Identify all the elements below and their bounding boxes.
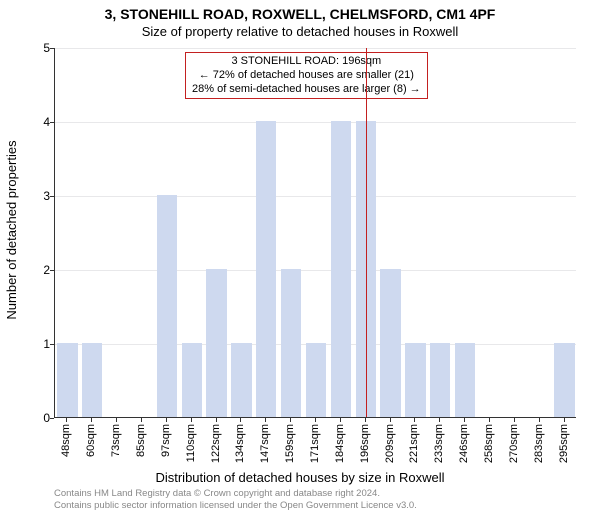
plot-area: 3 STONEHILL ROAD: 196sqm ← 72% of detach…: [54, 48, 576, 418]
y-tick-label: 5: [38, 41, 50, 55]
x-tick-mark: [315, 418, 316, 422]
x-tick-mark: [489, 418, 490, 422]
bar: [455, 343, 475, 417]
bar: [57, 343, 77, 417]
bar: [182, 343, 202, 417]
y-tick-mark: [50, 196, 54, 197]
x-tick-label: 171sqm: [309, 424, 321, 463]
x-tick-mark: [564, 418, 565, 422]
x-tick-label: 196sqm: [359, 424, 371, 463]
x-tick-label: 122sqm: [210, 424, 222, 463]
x-tick-label: 60sqm: [85, 424, 97, 457]
x-tick-mark: [166, 418, 167, 422]
x-tick-mark: [365, 418, 366, 422]
x-tick-mark: [141, 418, 142, 422]
bar: [82, 343, 102, 417]
x-tick-mark: [414, 418, 415, 422]
y-tick-label: 3: [38, 189, 50, 203]
x-tick-label: 147sqm: [259, 424, 271, 463]
gridline: [55, 122, 576, 123]
x-tick-mark: [514, 418, 515, 422]
bar: [306, 343, 326, 417]
x-tick-label: 48sqm: [60, 424, 72, 457]
callout-line-3: 28% of semi-detached houses are larger (…: [192, 83, 421, 97]
bar: [430, 343, 450, 417]
bar: [331, 121, 351, 417]
chart-subtitle: Size of property relative to detached ho…: [0, 22, 600, 39]
gridline: [55, 196, 576, 197]
x-tick-mark: [539, 418, 540, 422]
x-tick-label: 85sqm: [135, 424, 147, 457]
x-tick-mark: [116, 418, 117, 422]
marker-line: [366, 48, 367, 417]
callout-line-2: ← 72% of detached houses are smaller (21…: [192, 69, 421, 83]
bar: [380, 269, 400, 417]
x-tick-label: 246sqm: [458, 424, 470, 463]
y-tick-mark: [50, 48, 54, 49]
x-tick-mark: [66, 418, 67, 422]
x-tick-label: 233sqm: [433, 424, 445, 463]
bar: [405, 343, 425, 417]
x-tick-label: 73sqm: [110, 424, 122, 457]
credits-line-2: Contains public sector information licen…: [54, 500, 417, 512]
x-tick-label: 184sqm: [334, 424, 346, 463]
bar: [206, 269, 226, 417]
x-tick-mark: [191, 418, 192, 422]
x-tick-label: 159sqm: [284, 424, 296, 463]
x-tick-mark: [290, 418, 291, 422]
y-axis-label: Number of detached properties: [4, 140, 19, 319]
x-tick-label: 270sqm: [508, 424, 520, 463]
x-tick-label: 209sqm: [384, 424, 396, 463]
x-tick-mark: [390, 418, 391, 422]
x-tick-mark: [340, 418, 341, 422]
x-tick-label: 110sqm: [185, 424, 197, 462]
y-tick-mark: [50, 270, 54, 271]
bar: [281, 269, 301, 417]
credits-line-1: Contains HM Land Registry data © Crown c…: [54, 488, 417, 500]
callout-box: 3 STONEHILL ROAD: 196sqm ← 72% of detach…: [185, 52, 428, 99]
gridline: [55, 270, 576, 271]
chart-container: 3, STONEHILL ROAD, ROXWELL, CHELMSFORD, …: [0, 0, 600, 500]
y-tick-mark: [50, 418, 54, 419]
y-tick-label: 1: [38, 337, 50, 351]
y-tick-label: 4: [38, 115, 50, 129]
bar: [256, 121, 276, 417]
x-tick-mark: [216, 418, 217, 422]
x-tick-mark: [91, 418, 92, 422]
x-tick-label: 283sqm: [533, 424, 545, 463]
gridline: [55, 48, 576, 49]
y-tick-label: 2: [38, 263, 50, 277]
x-tick-label: 97sqm: [160, 424, 172, 457]
bar: [554, 343, 574, 417]
x-axis-label: Distribution of detached houses by size …: [0, 470, 600, 485]
x-tick-mark: [240, 418, 241, 422]
chart-title: 3, STONEHILL ROAD, ROXWELL, CHELMSFORD, …: [0, 0, 600, 22]
y-tick-mark: [50, 344, 54, 345]
x-tick-mark: [439, 418, 440, 422]
x-tick-mark: [265, 418, 266, 422]
x-tick-label: 258sqm: [483, 424, 495, 463]
x-tick-label: 221sqm: [408, 424, 420, 463]
y-tick-mark: [50, 122, 54, 123]
y-tick-label: 0: [38, 411, 50, 425]
bar: [231, 343, 251, 417]
bar: [157, 195, 177, 417]
x-tick-label: 295sqm: [558, 424, 570, 463]
x-tick-label: 134sqm: [234, 424, 246, 463]
x-tick-mark: [464, 418, 465, 422]
callout-line-1: 3 STONEHILL ROAD: 196sqm: [192, 55, 421, 69]
